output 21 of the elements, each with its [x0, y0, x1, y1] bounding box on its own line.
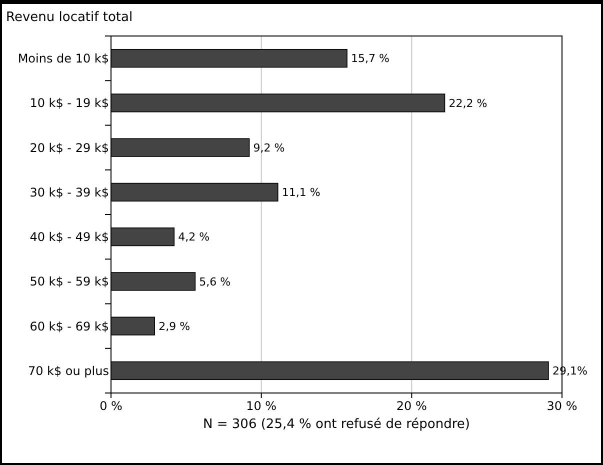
x-tick-label: 10 %: [246, 399, 277, 413]
y-tick-label: Moins de 10 k$: [18, 52, 109, 66]
y-tick-label: 30 k$ - 39 k$: [30, 185, 109, 200]
data-label: 2,9 %: [158, 320, 190, 333]
data-label: 22,2 %: [448, 96, 488, 110]
y-tick-label: 70 k$ ou plus: [28, 364, 109, 378]
data-label: 4,2 %: [178, 230, 210, 244]
y-tick-label: 50 k$ - 59 k$: [30, 274, 109, 289]
data-label: 5,6 %: [199, 275, 231, 288]
data-label: 15,7 %: [351, 52, 390, 66]
chart-title: Revenu locatif total: [6, 10, 133, 25]
x-tick-label: 0 %: [100, 399, 122, 413]
x-tick-label: 20 %: [396, 399, 427, 413]
y-tick-label: 60 k$ - 69 k$: [30, 319, 109, 334]
x-axis-title: N = 306 (25,4 % ont refusé de répondre): [203, 417, 470, 432]
y-tick-label: 20 k$ - 29 k$: [30, 140, 109, 155]
y-tick-label: 10 k$ - 19 k$: [30, 96, 109, 110]
data-label: 9,2 %: [253, 141, 285, 154]
data-label: 11,1 %: [282, 186, 320, 200]
x-tick-label: 30 %: [546, 399, 578, 413]
y-tick-label: 40 k$ - 49 k$: [30, 230, 109, 244]
